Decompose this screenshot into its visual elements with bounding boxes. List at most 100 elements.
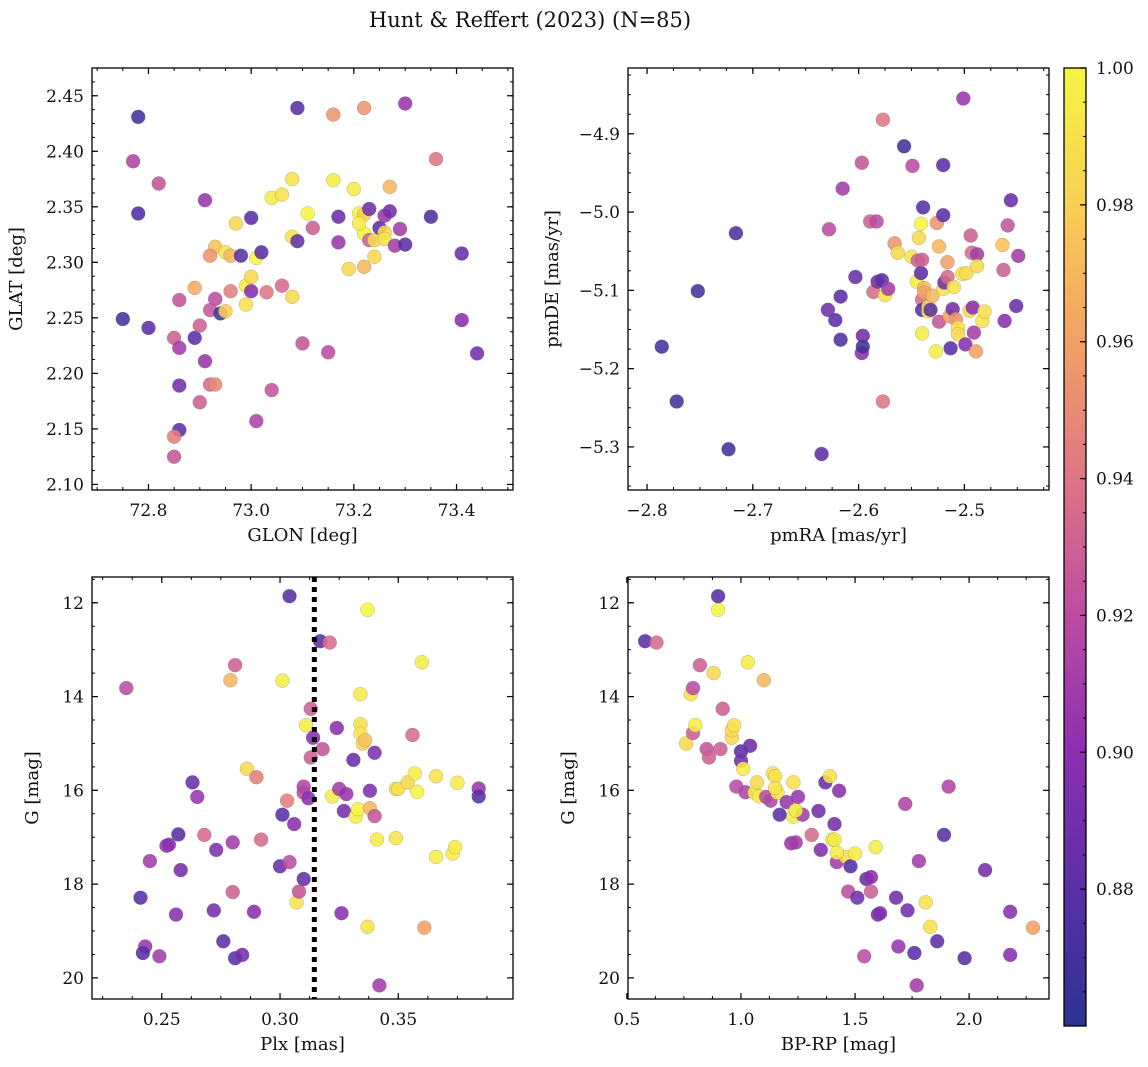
- data-point: [407, 766, 423, 781]
- data-point: [996, 262, 1011, 278]
- data-point: [361, 201, 377, 217]
- data-point: [259, 285, 274, 300]
- x-tick-label: 1.5: [842, 1010, 869, 1030]
- data-point: [726, 717, 742, 733]
- y-tick-label: −5.2: [579, 360, 620, 380]
- data-point: [821, 222, 837, 237]
- data-point: [856, 949, 872, 964]
- data-point: [788, 835, 803, 850]
- data-point: [274, 278, 290, 293]
- x-tick-label: −2.6: [838, 501, 879, 521]
- data-point: [362, 783, 378, 799]
- y-tick-label: 16: [598, 781, 620, 801]
- data-point: [322, 635, 337, 650]
- data-point: [848, 269, 863, 285]
- data-point: [890, 245, 905, 261]
- data-point: [125, 154, 141, 169]
- data-point: [454, 312, 469, 328]
- data-point: [369, 832, 385, 847]
- scatter-points: [637, 588, 1041, 993]
- data-point: [290, 100, 305, 116]
- y-tick-label: 2.40: [46, 142, 84, 162]
- axes-frame: [91, 67, 514, 491]
- y-tick-label: 12: [598, 594, 620, 614]
- panel-position: 72.8 73.0 73.2 73.4 2.10 2.15 2.20 2.25 2.30 2.35…: [6, 67, 514, 546]
- data-point: [829, 845, 845, 860]
- data-point: [913, 265, 929, 281]
- data-point: [721, 442, 736, 457]
- data-point: [692, 657, 708, 673]
- colorbar-tick-label: 0.92: [1096, 606, 1134, 626]
- data-point: [900, 903, 915, 918]
- data-point: [1025, 920, 1041, 935]
- data-point: [254, 245, 269, 260]
- data-point: [423, 209, 439, 225]
- data-point: [907, 945, 922, 961]
- data-point: [669, 394, 684, 409]
- data-point: [192, 395, 208, 410]
- data-point: [869, 214, 884, 229]
- data-point: [227, 657, 243, 673]
- y-axis-label: G [mag]: [558, 751, 579, 824]
- data-point: [831, 783, 847, 799]
- data-point: [918, 895, 934, 910]
- data-point: [172, 378, 187, 393]
- data-point: [141, 320, 156, 336]
- colorbar-tick-label: 0.98: [1096, 196, 1134, 216]
- data-point: [397, 237, 413, 252]
- data-point: [238, 297, 254, 312]
- data-point: [206, 903, 222, 918]
- data-point: [353, 686, 368, 702]
- figure-title: Hunt & Reffert (2023) (N=85): [369, 8, 691, 32]
- data-point: [274, 187, 290, 202]
- data-point: [742, 738, 758, 754]
- data-point: [377, 231, 392, 247]
- y-tick-label: 2.25: [46, 309, 84, 329]
- data-point: [172, 292, 187, 308]
- data-point: [351, 216, 367, 231]
- data-point: [295, 336, 310, 351]
- data-point: [969, 258, 985, 274]
- data-point: [253, 832, 269, 847]
- data-point: [190, 789, 205, 805]
- data-point: [367, 249, 382, 265]
- data-point: [909, 978, 924, 993]
- y-tick-label: 18: [62, 875, 84, 895]
- data-point: [843, 859, 858, 874]
- panel-g-vs-plx: 0.25 0.30 0.35 12 14 16 18 20 Plx [mas] G [mag]: [22, 576, 514, 1055]
- data-point: [414, 655, 430, 670]
- data-point: [897, 796, 913, 812]
- data-point: [346, 181, 362, 197]
- data-point: [187, 280, 202, 296]
- y-tick-label: 2.35: [46, 198, 84, 218]
- data-point: [728, 225, 744, 241]
- data-point: [382, 204, 398, 219]
- data-point: [264, 382, 279, 398]
- data-point: [833, 332, 848, 347]
- y-tick-label: 14: [598, 688, 620, 708]
- data-point: [166, 449, 182, 464]
- data-point: [225, 884, 240, 900]
- data-point: [956, 91, 971, 106]
- data-point: [868, 839, 883, 855]
- data-point: [279, 793, 295, 808]
- axes-frame: [627, 67, 1050, 491]
- data-point: [161, 837, 177, 852]
- colorbar-tick-label: 0.94: [1096, 470, 1134, 490]
- data-point: [329, 720, 345, 736]
- data-point: [690, 283, 706, 299]
- data-point: [804, 827, 819, 843]
- data-point: [854, 155, 870, 170]
- data-point: [713, 741, 728, 757]
- y-tick-label: −5.3: [579, 438, 620, 458]
- data-point: [914, 326, 930, 341]
- data-point: [336, 803, 352, 819]
- data-point: [223, 283, 238, 299]
- data-point: [291, 884, 307, 899]
- data-point: [243, 210, 259, 226]
- y-tick-label: 16: [62, 781, 84, 801]
- data-point: [977, 862, 993, 878]
- data-point: [450, 775, 465, 791]
- x-axis-label: pmRA [mas/yr]: [770, 525, 907, 546]
